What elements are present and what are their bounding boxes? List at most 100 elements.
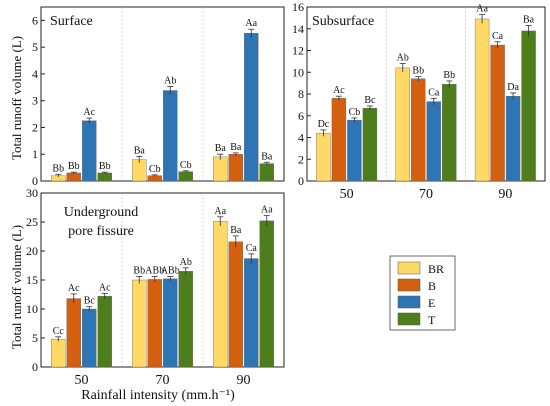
bar <box>66 172 81 182</box>
y-tick-label: 0 <box>298 174 304 188</box>
x-axis-label: Rainfall intensity (mm.h⁻¹) <box>81 388 235 403</box>
significance-label: Dc <box>318 119 330 130</box>
y-tick-label: 1 <box>32 147 38 161</box>
significance-label: Aa <box>245 18 257 29</box>
significance-label: Aa <box>476 4 488 15</box>
y-tick-label: 15 <box>26 273 38 287</box>
y-tick-label: 30 <box>26 186 38 200</box>
y-tick-label: 3 <box>32 94 38 108</box>
y-tick-label: 4 <box>32 67 38 81</box>
significance-label: Ba <box>230 225 242 236</box>
bar <box>331 98 347 182</box>
y-axis-label-bottom: Total runoff volume (L) <box>9 225 24 349</box>
legend-swatch <box>397 312 421 326</box>
y-tick-label: 10 <box>292 65 304 79</box>
significance-label: Ac <box>83 107 95 118</box>
chart-title-line: Surface <box>50 14 93 29</box>
bar <box>178 271 193 368</box>
bar <box>316 132 331 182</box>
significance-label: Cc <box>53 326 65 337</box>
legend-swatch <box>397 295 421 309</box>
significance-label: Ba <box>215 143 227 154</box>
legend-item: BR <box>397 261 444 276</box>
significance-label: Bb <box>99 161 111 172</box>
significance-label: Ab <box>180 257 192 268</box>
legend-item: E <box>397 295 435 310</box>
legend-label: BR <box>428 262 444 276</box>
significance-label: Cb <box>180 160 192 171</box>
x-tick-label: 90 <box>237 373 251 388</box>
x-tick-label: 70 <box>156 373 170 388</box>
significance-label: Bb <box>443 70 455 81</box>
y-tick-label: 20 <box>26 244 38 258</box>
bar <box>395 67 410 182</box>
bar <box>66 298 81 368</box>
significance-label: Cb <box>349 107 361 118</box>
bar <box>505 95 521 182</box>
bar <box>163 278 178 368</box>
legend-label: T <box>428 313 436 327</box>
significance-label: Ba <box>134 145 146 156</box>
x-tick-label: 50 <box>75 373 89 388</box>
legend-item: T <box>397 312 436 327</box>
significance-label: Ba <box>261 151 273 162</box>
chart-title: Subsurface <box>312 14 374 29</box>
y-tick-label: 10 <box>26 302 38 316</box>
bar <box>442 84 457 182</box>
significance-label: Ca <box>428 87 440 98</box>
significance-label: Ba <box>523 14 535 25</box>
bar <box>97 296 112 368</box>
y-tick-label: 12 <box>292 44 304 58</box>
significance-label: Ca <box>492 31 504 42</box>
x-tick-label: 90 <box>498 187 512 202</box>
significance-label: Da <box>507 82 519 93</box>
bar <box>244 258 259 368</box>
legend-swatch <box>397 278 421 292</box>
bar <box>474 18 490 182</box>
bar <box>362 107 378 182</box>
significance-label: Ac <box>333 85 345 96</box>
bar <box>259 220 274 368</box>
y-tick-label: 6 <box>32 13 38 27</box>
chart-title: Underground pore fissure <box>64 205 138 239</box>
y-tick-label: 5 <box>32 40 38 54</box>
bar <box>82 120 97 182</box>
bar <box>228 241 243 368</box>
significance-label: Cb <box>149 164 161 175</box>
legend-label: B <box>428 279 436 293</box>
significance-label: Bb <box>133 266 145 277</box>
bar <box>132 279 147 368</box>
legend-label: E <box>428 296 435 310</box>
significance-label: Bc <box>364 95 376 106</box>
y-tick-label: 4 <box>298 131 304 145</box>
y-tick-label: 16 <box>292 0 304 14</box>
bar <box>347 119 362 182</box>
legend: BR B E T <box>389 255 456 331</box>
significance-label: Aa <box>214 206 226 217</box>
significance-label: Bb <box>412 66 424 77</box>
bar <box>163 90 178 182</box>
x-tick-label: 70 <box>419 187 433 202</box>
bar <box>228 154 243 182</box>
y-axis-label-top: Total runoff volume (L) <box>9 36 24 160</box>
bar <box>244 33 259 182</box>
significance-label: Bb <box>52 163 64 174</box>
y-tick-label: 5 <box>32 331 38 345</box>
chart-title-line: Underground <box>64 205 138 220</box>
significance-label: Bb <box>68 161 80 172</box>
bar <box>521 30 536 182</box>
significance-label: Bc <box>84 296 96 307</box>
bar <box>178 171 193 182</box>
significance-label: Aa <box>261 205 273 216</box>
bar <box>490 44 505 182</box>
significance-label: Ab <box>164 76 176 87</box>
bar <box>213 221 228 368</box>
x-tick-label: 50 <box>340 187 354 202</box>
chart-title: Surface <box>50 14 93 29</box>
y-tick-label: 2 <box>32 120 38 134</box>
significance-label: Ba <box>230 142 242 153</box>
bar <box>426 101 441 182</box>
